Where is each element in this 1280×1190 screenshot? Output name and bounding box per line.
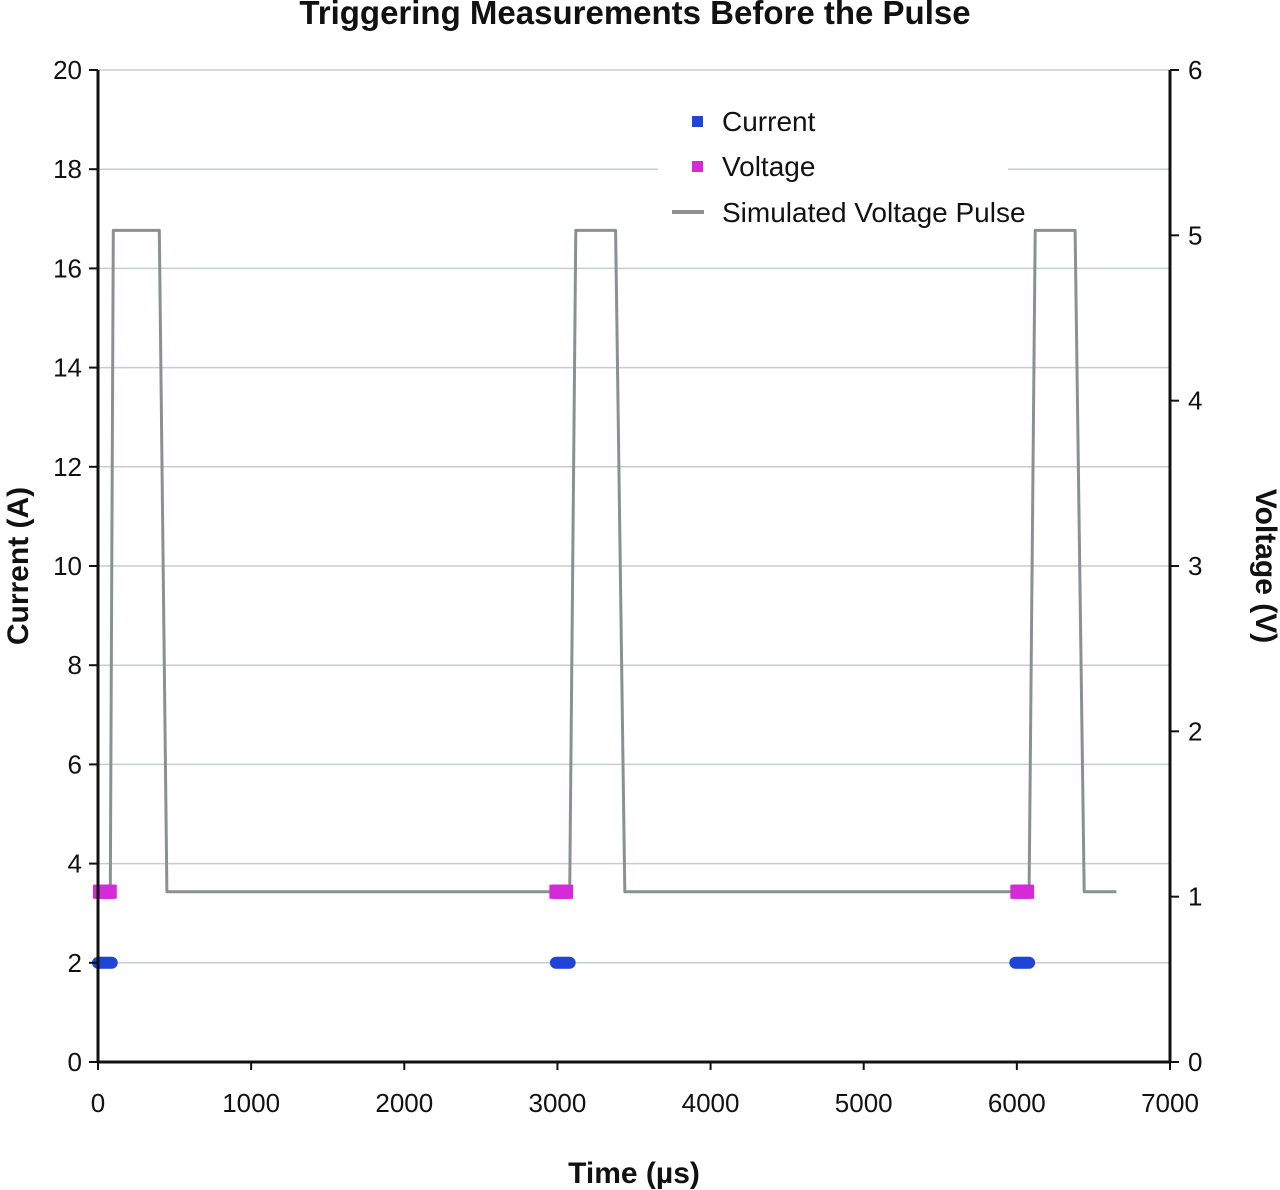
y-left-tick-label: 10 [53,551,82,581]
legend-voltage-swatch [692,161,703,172]
x-tick-label: 0 [91,1088,105,1118]
y-left-tick-label: 18 [53,154,82,184]
simulated-voltage-pulse-line [98,228,1117,894]
current-point [1023,956,1036,969]
y-right-tick-label: 4 [1188,386,1202,416]
chart-title: Triggering Measurements Before the Pulse [299,0,970,31]
y-right-tick-label: 0 [1188,1047,1202,1077]
voltage-point [106,884,117,899]
y-left-ticks: 0 2 4 6 8 10 12 14 16 18 20 [53,55,98,1077]
x-tick-label: 7000 [1141,1088,1199,1118]
y-right-ticks: 0 1 2 3 4 5 6 [1170,55,1202,1077]
x-tick-label: 1000 [222,1088,280,1118]
y-left-tick-label: 16 [53,253,82,283]
y-right-tick-label: 3 [1188,551,1202,581]
y-right-tick-label: 6 [1188,55,1202,85]
y-left-tick-label: 4 [68,849,82,879]
pulse-layer [98,228,1117,894]
legend-pulse-label: Simulated Voltage Pulse [722,197,1026,228]
y-left-tick-label: 6 [68,749,82,779]
x-tick-label: 4000 [682,1088,740,1118]
grid [98,69,1170,964]
y-left-tick-label: 12 [53,452,82,482]
x-tick-label: 5000 [835,1088,893,1118]
y-left-axis-label: Current (A) [2,487,35,645]
y-left-tick-label: 20 [53,55,82,85]
voltage-point [563,884,574,899]
legend-background [658,96,1008,236]
legend-current-swatch [692,116,703,127]
y-right-axis-label: Voltage (V) [1249,489,1280,643]
legend-current-label: Current [722,106,816,137]
y-right-tick-label: 5 [1188,220,1202,250]
x-tick-label: 2000 [375,1088,433,1118]
points-layer [92,884,1036,969]
legend: Current Voltage Simulated Voltage Pulse [658,96,1026,236]
legend-voltage-label: Voltage [722,151,815,182]
y-left-tick-label: 8 [68,650,82,680]
x-axis-label: Time (µs) [568,1157,700,1190]
x-tick-label: 3000 [529,1088,587,1118]
current-point [105,956,118,969]
y-left-tick-label: 0 [68,1047,82,1077]
x-tick-label: 6000 [988,1088,1046,1118]
y-right-tick-label: 2 [1188,716,1202,746]
current-point [563,956,576,969]
y-right-tick-label: 1 [1188,882,1202,912]
y-left-tick-label: 2 [68,948,82,978]
voltage-point [1024,884,1035,899]
y-left-tick-label: 14 [53,353,82,383]
x-ticks: 0 1000 2000 3000 4000 5000 6000 7000 [91,1062,1199,1118]
